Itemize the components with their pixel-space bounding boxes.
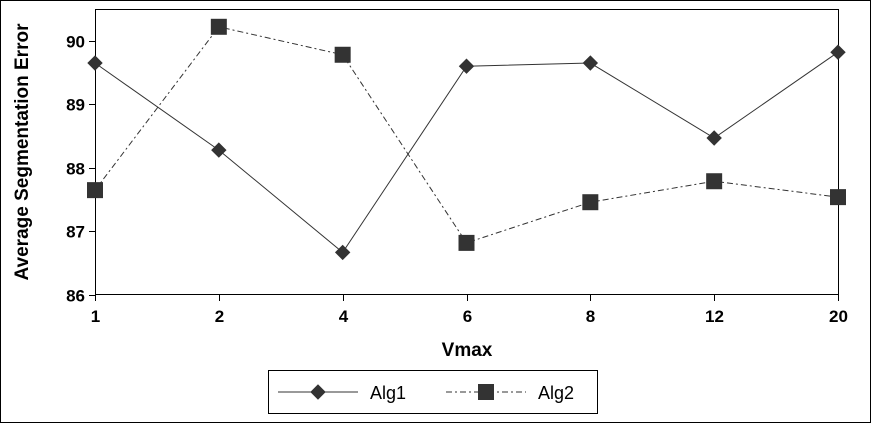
x-tick-label: 1 xyxy=(91,307,100,326)
data-point xyxy=(87,182,103,199)
data-point xyxy=(582,194,599,211)
data-point xyxy=(830,44,846,60)
x-tick-label: 4 xyxy=(339,307,349,326)
data-point xyxy=(706,173,723,190)
y-tick-label: 86 xyxy=(66,287,85,306)
data-point xyxy=(87,55,103,71)
series-alg1 xyxy=(87,44,846,261)
legend-label: Alg2 xyxy=(538,383,574,403)
y-axis-title: Average Segmentation Error xyxy=(12,23,33,281)
data-point xyxy=(830,189,846,206)
data-point xyxy=(211,142,227,158)
data-point xyxy=(458,58,475,74)
x-tick-label: 2 xyxy=(215,307,224,326)
x-tick-label: 8 xyxy=(586,307,595,326)
plot-area xyxy=(95,9,839,295)
x-axis-title: Vmax xyxy=(442,340,493,361)
legend-item: Alg2 xyxy=(446,383,574,403)
y-tick-label: 87 xyxy=(66,223,85,242)
series-alg2 xyxy=(87,18,846,251)
data-point xyxy=(706,130,722,146)
y-tick-label: 90 xyxy=(66,33,85,52)
y-axis: 86 87 88 89 90 xyxy=(66,33,95,306)
legend-label: Alg1 xyxy=(370,383,406,403)
x-tick-label: 6 xyxy=(463,307,472,326)
data-point xyxy=(334,244,351,261)
data-point xyxy=(582,55,599,71)
data-point xyxy=(334,46,351,63)
x-tick-label: 12 xyxy=(705,307,724,326)
legend-marker xyxy=(478,384,494,400)
x-axis: 1 2 4 6 8 12 20 xyxy=(91,295,848,326)
y-tick-label: 88 xyxy=(66,160,85,179)
legend: Alg1 Alg2 xyxy=(268,370,598,414)
data-point xyxy=(210,18,227,35)
data-point xyxy=(458,234,475,251)
y-tick-label: 89 xyxy=(66,96,85,115)
x-tick-label: 20 xyxy=(829,307,848,326)
legend-marker xyxy=(310,384,326,400)
legend-item: Alg1 xyxy=(278,383,406,403)
series-layer xyxy=(87,18,846,261)
